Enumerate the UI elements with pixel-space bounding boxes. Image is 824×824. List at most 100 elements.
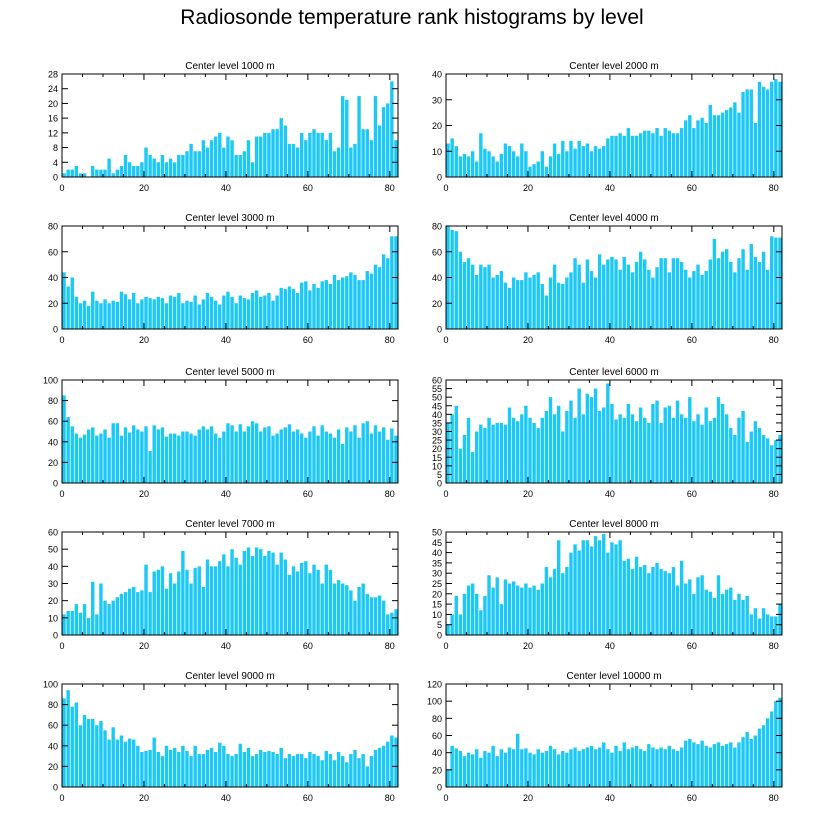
histogram-bar xyxy=(394,140,398,177)
histogram-bar xyxy=(708,747,712,787)
histogram-bar xyxy=(602,742,606,787)
y-tick-label: 28 xyxy=(48,70,58,80)
panel-title: Center level 8000 m xyxy=(569,519,659,530)
histogram-bar xyxy=(340,756,345,787)
y-tick-label: 0 xyxy=(437,631,442,641)
histogram-bar xyxy=(209,426,214,483)
y-tick-label: 60 xyxy=(48,417,58,427)
histogram-bar xyxy=(757,428,762,483)
histogram-bar xyxy=(267,292,271,329)
histogram-bar xyxy=(741,410,745,483)
histogram-bar xyxy=(761,725,766,787)
histogram-bar xyxy=(733,102,737,177)
histogram-bar xyxy=(209,296,214,329)
histogram-bar xyxy=(610,752,614,787)
histogram-bar xyxy=(602,407,606,483)
histogram-bar xyxy=(659,135,663,177)
histogram-panel-6: Center level 6000 m051015202530354045505… xyxy=(432,367,783,499)
histogram-bar xyxy=(458,156,463,177)
histogram-bar xyxy=(503,143,508,177)
histogram-bar xyxy=(140,162,144,177)
histogram-bar xyxy=(647,269,651,329)
histogram-bar xyxy=(565,567,569,635)
histogram-bar xyxy=(647,573,651,635)
histogram-bar xyxy=(226,754,230,787)
histogram-bar xyxy=(189,301,193,329)
histogram-bar xyxy=(774,616,778,635)
histogram-bar xyxy=(193,295,197,329)
histogram-bar xyxy=(520,143,524,177)
histogram-bar xyxy=(62,614,66,635)
histogram-bar xyxy=(78,725,83,787)
histogram-bar xyxy=(132,739,136,787)
histogram-bar xyxy=(390,428,394,483)
histogram-bar xyxy=(369,273,374,329)
histogram-bar xyxy=(291,566,296,635)
histogram-bar xyxy=(458,750,463,787)
histogram-bar xyxy=(573,148,577,177)
histogram-bar xyxy=(377,595,382,635)
y-tick-label: 60 xyxy=(48,528,58,538)
histogram-bar xyxy=(353,600,357,635)
histogram-bar xyxy=(724,249,729,329)
histogram-bar xyxy=(254,547,259,635)
histogram-bar xyxy=(164,745,169,787)
histogram-bar xyxy=(667,130,672,177)
histogram-bar xyxy=(733,434,737,483)
x-tick-label: 40 xyxy=(221,641,231,651)
histogram-bar xyxy=(688,397,692,483)
histogram-bar xyxy=(528,277,532,329)
histogram-bar xyxy=(614,544,618,635)
histogram-bar xyxy=(761,86,766,178)
histogram-bar xyxy=(454,405,458,483)
histogram-bar xyxy=(238,743,242,787)
histogram-bar xyxy=(316,132,320,177)
histogram-bar xyxy=(446,143,450,177)
histogram-bar xyxy=(696,264,700,330)
histogram-bar xyxy=(324,564,328,635)
histogram-bar xyxy=(495,756,499,787)
histogram-bar xyxy=(164,436,169,483)
histogram-bar xyxy=(774,701,778,787)
histogram-bar xyxy=(622,417,626,483)
histogram-bar xyxy=(320,425,324,483)
histogram-bar xyxy=(585,143,590,177)
histogram-bar xyxy=(524,405,528,483)
histogram-bar xyxy=(308,751,312,787)
histogram-bar xyxy=(684,740,688,787)
histogram-bar xyxy=(516,733,520,787)
histogram-bar xyxy=(82,300,87,329)
histogram-bar xyxy=(552,569,557,635)
x-tick-label: 20 xyxy=(139,793,149,803)
histogram-bar xyxy=(177,571,181,635)
histogram-bar xyxy=(479,133,483,177)
histogram-bar xyxy=(757,728,762,787)
histogram-bar xyxy=(168,158,173,177)
y-tick-label: 0 xyxy=(437,783,442,793)
histogram-bar xyxy=(353,425,357,483)
x-tick-label: 20 xyxy=(139,183,149,193)
histogram-bar xyxy=(692,421,696,483)
histogram-bar xyxy=(234,754,238,787)
histogram-bar xyxy=(177,751,181,787)
histogram-bar xyxy=(597,410,602,483)
histogram-bar xyxy=(123,294,128,329)
histogram-bar xyxy=(209,747,214,787)
histogram-bar xyxy=(357,758,361,787)
y-tick-label: 20 xyxy=(48,596,58,606)
histogram-bar xyxy=(189,143,193,177)
histogram-bar xyxy=(300,132,304,177)
plot-frame xyxy=(61,379,399,484)
histogram-bar xyxy=(720,251,725,329)
histogram-bar xyxy=(503,282,508,329)
histogram-bar xyxy=(753,735,758,787)
histogram-bar xyxy=(62,395,66,483)
y-tick-label: 80 xyxy=(432,222,442,232)
histogram-bar xyxy=(160,756,165,787)
histogram-bar xyxy=(230,549,234,635)
y-tick-label: 120 xyxy=(427,680,442,690)
y-tick-label: 10 xyxy=(432,147,442,157)
y-tick-label: 80 xyxy=(48,700,58,710)
histogram-bar xyxy=(741,737,745,787)
histogram-bar xyxy=(499,749,504,787)
